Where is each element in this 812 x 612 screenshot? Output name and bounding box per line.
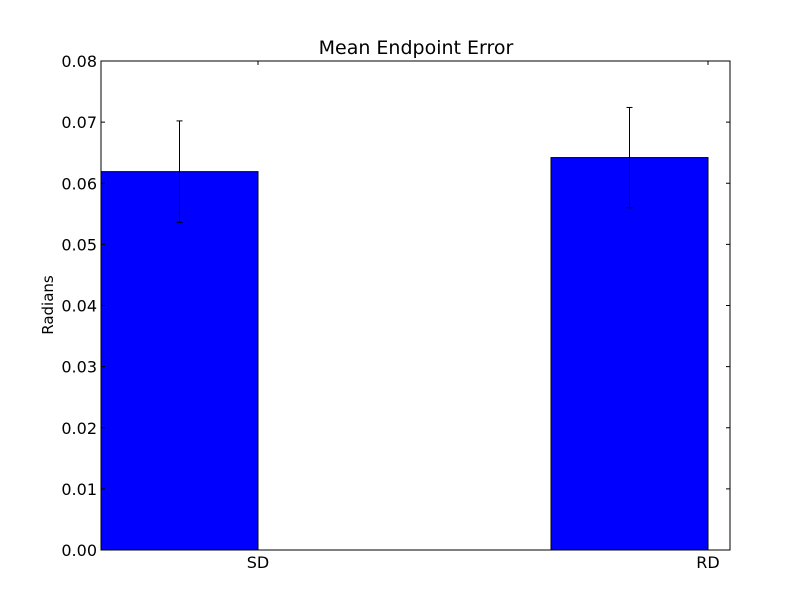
x-tick-label-sd: SD bbox=[247, 553, 269, 572]
y-tick-label-0: 0.00 bbox=[61, 541, 97, 560]
x-tick-label-rd: RD bbox=[696, 553, 719, 572]
y-tick-label-3: 0.03 bbox=[61, 358, 97, 377]
y-tick-label-7: 0.07 bbox=[61, 113, 97, 132]
y-tick-label-6: 0.06 bbox=[61, 174, 97, 193]
y-tick-label-4: 0.04 bbox=[61, 297, 97, 316]
plot-frame bbox=[100, 60, 731, 551]
chart-title: Mean Endpoint Error bbox=[319, 37, 514, 59]
chart-marks: SD RD 0.00 0.01 0.02 0.03 0.04 0.05 0.06 0.07 0.08 bbox=[61, 52, 731, 572]
y-tick-label-5: 0.05 bbox=[61, 235, 97, 254]
bar-sd bbox=[100, 171, 259, 551]
y-axis-label: Radians bbox=[39, 275, 57, 335]
y-tick-label-2: 0.02 bbox=[61, 419, 97, 438]
y-tick-label-1: 0.01 bbox=[61, 480, 97, 499]
bar-rd bbox=[550, 157, 709, 551]
y-tick-label-8: 0.08 bbox=[61, 52, 97, 71]
